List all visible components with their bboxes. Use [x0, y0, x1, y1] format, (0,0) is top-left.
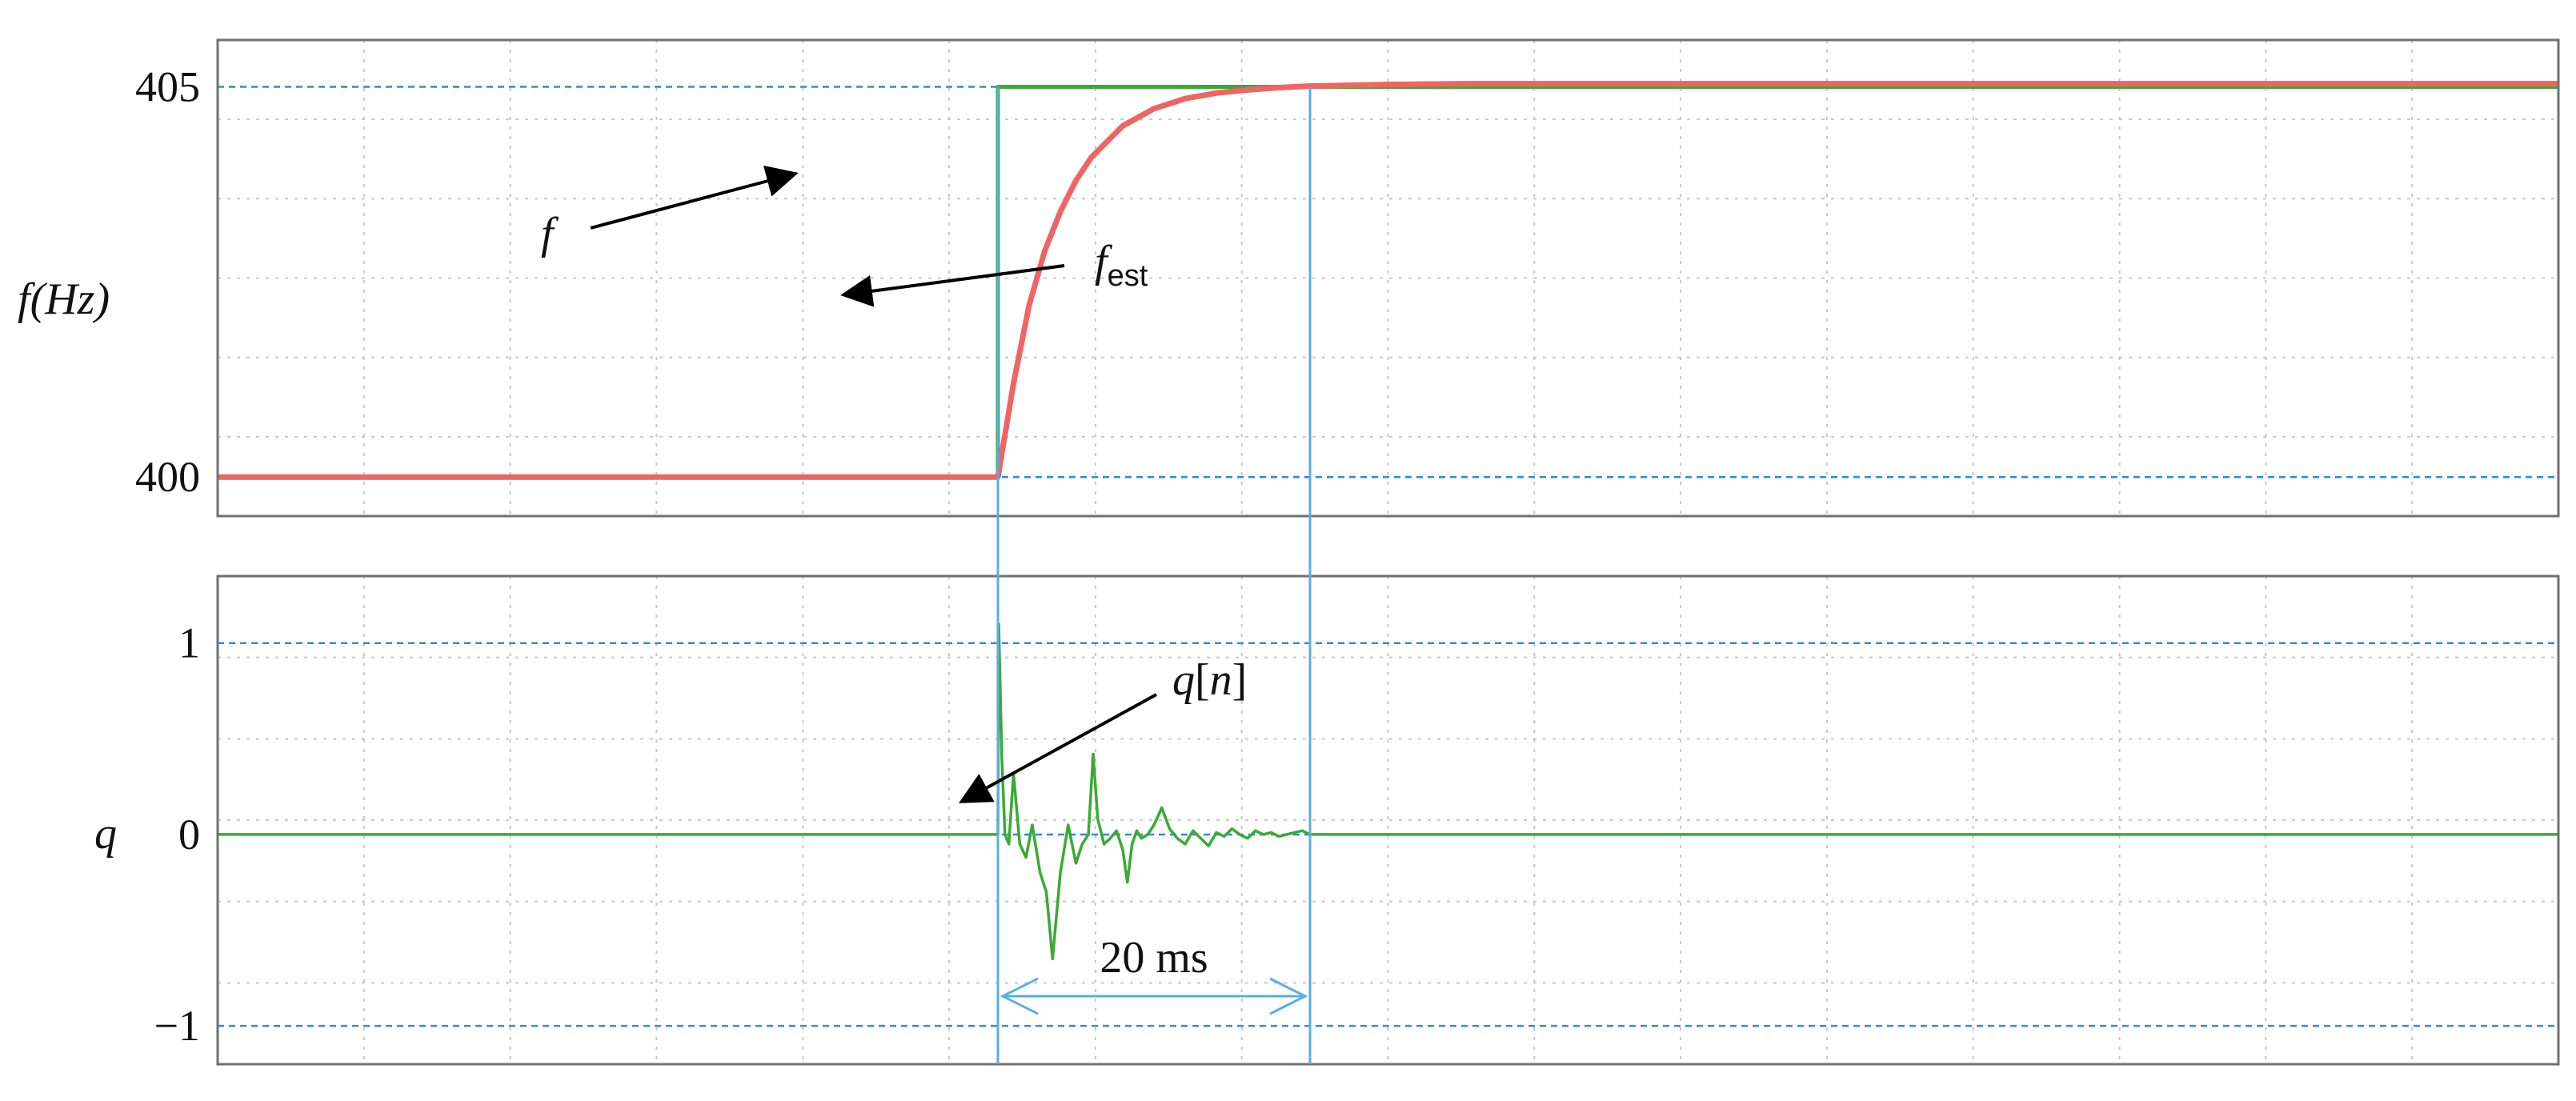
frequency-y-axis-label-unit: (Hz) — [30, 274, 110, 324]
annotations: f fest q[n] 20 ms — [541, 165, 1308, 1015]
q-y-tick-label: 1 — [178, 619, 200, 667]
qn-label-open-bracket: [ — [1195, 655, 1210, 705]
fest-arrow — [840, 264, 1065, 307]
frequency-plot-frame — [216, 38, 2560, 518]
f-annotation: f — [541, 165, 799, 258]
qn-annotation: q[n] — [958, 655, 1247, 803]
q-y-tick-label: −1 — [154, 1002, 200, 1050]
qn-label-n: n — [1210, 655, 1232, 705]
qn-label-close-bracket: ] — [1232, 655, 1248, 705]
frequency-y-axis-label: f(Hz) — [18, 274, 110, 324]
q-plot-frame — [216, 575, 2560, 1066]
f-arrow-label: f — [541, 209, 559, 258]
q-grid — [218, 576, 2558, 1064]
frequency-y-tick-label: 405 — [135, 63, 200, 111]
q-y-axis-label: q — [94, 809, 117, 859]
duration-right-arrowhead — [1269, 977, 1308, 1015]
q-plot: 1 0 −1 q — [94, 575, 2560, 1066]
series-line-qn — [218, 623, 2558, 961]
fest-label-subscript: est — [1108, 259, 1148, 293]
fest-arrow-label: fest — [1095, 237, 1148, 293]
qn-arrow — [958, 693, 1157, 803]
duration-left-arrowhead — [1000, 977, 1039, 1015]
fest-annotation: fest — [840, 237, 1148, 307]
frequency-y-ticks: 400 405 — [135, 63, 200, 502]
frequency-grid — [218, 40, 2558, 516]
time-marker-lines — [996, 86, 1312, 1064]
duration-label: 20 ms — [1100, 933, 1208, 983]
q-y-tick-label: 0 — [178, 811, 200, 859]
qn-label-q: q — [1172, 655, 1195, 705]
duration-dimension: 20 ms — [1000, 933, 1308, 1015]
series-line-fest — [218, 81, 2558, 480]
q-series — [218, 623, 2558, 961]
qn-arrow-label: q[n] — [1172, 655, 1247, 705]
frequency-y-tick-label: 400 — [135, 453, 200, 501]
q-y-ticks: 1 0 −1 — [154, 619, 200, 1050]
f-arrow — [590, 165, 799, 230]
